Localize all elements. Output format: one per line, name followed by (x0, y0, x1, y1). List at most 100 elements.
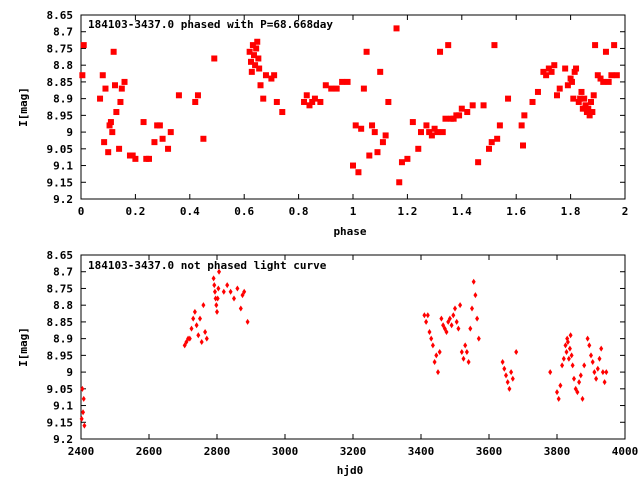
data-point (476, 335, 481, 342)
x-axis-label: hjd0 (337, 464, 364, 477)
data-point (458, 302, 463, 309)
x-tick-label: 0 (78, 205, 85, 218)
data-point (521, 112, 528, 119)
data-point (102, 85, 109, 92)
data-point (580, 395, 585, 402)
data-point (500, 359, 505, 366)
data-point (254, 38, 261, 45)
x-tick-label: 1.8 (561, 205, 581, 218)
data-point (491, 42, 498, 49)
data-point (556, 395, 561, 402)
data-point (246, 48, 253, 55)
data-point (564, 349, 569, 356)
data-point (486, 145, 492, 152)
y-tick-label: 8.65 (47, 9, 74, 22)
data-point (602, 48, 609, 55)
data-point (423, 122, 430, 129)
data-point (374, 149, 381, 156)
data-point (192, 98, 199, 105)
data-point (577, 379, 582, 386)
data-point (352, 122, 359, 129)
data-point (567, 345, 572, 352)
data-point (146, 155, 152, 162)
x-tick-label: 1.2 (397, 205, 417, 218)
data-point (303, 92, 310, 99)
data-point (117, 98, 124, 105)
data-point (585, 105, 592, 112)
data-point (568, 78, 575, 85)
data-point (196, 332, 201, 339)
data-point (248, 68, 255, 75)
y-tick-label: 8.75 (47, 282, 74, 295)
data-point (221, 288, 226, 295)
data-point (560, 362, 565, 369)
data-point (599, 345, 604, 352)
data-point (151, 139, 158, 146)
y-tick-label: 9.15 (47, 416, 74, 429)
data-point (534, 88, 541, 95)
data-point (167, 129, 174, 136)
data-point (99, 72, 106, 79)
data-point (109, 129, 116, 136)
data-point (588, 98, 594, 105)
data-point (449, 322, 454, 329)
data-point (344, 78, 351, 85)
data-point (82, 422, 87, 429)
data-point (409, 119, 416, 126)
data-point (514, 349, 519, 356)
data-point (385, 98, 392, 105)
data-point (194, 92, 201, 99)
x-tick-label: 2600 (136, 445, 163, 458)
data-point (215, 295, 220, 302)
data-point (600, 78, 607, 85)
data-point (456, 112, 463, 119)
data-point (242, 288, 247, 295)
data-point (113, 109, 120, 116)
data-point (105, 149, 112, 156)
data-point (592, 369, 597, 376)
data-point (561, 355, 566, 362)
data-point (578, 88, 585, 95)
data-point (454, 318, 459, 325)
data-point (194, 322, 199, 329)
data-point (597, 355, 602, 362)
data-point (418, 129, 424, 136)
x-tick-label: 0.8 (289, 205, 309, 218)
data-point (339, 78, 346, 85)
data-point (248, 58, 254, 65)
plot-title: 184103-3437.0 phased with P=68.668day (88, 18, 333, 31)
data-point (430, 342, 435, 349)
data-point (425, 312, 430, 319)
data-point (444, 328, 449, 335)
data-point (595, 365, 600, 372)
data-point (110, 48, 117, 55)
data-point (228, 288, 233, 295)
data-point (213, 295, 218, 302)
data-point (255, 55, 262, 62)
data-point (577, 95, 584, 102)
data-point (301, 98, 308, 105)
y-tick-label: 8.65 (47, 249, 74, 262)
data-point (216, 285, 221, 292)
y-tick-label: 8.75 (47, 42, 74, 55)
data-point (422, 312, 427, 319)
data-point (579, 105, 586, 112)
data-point (556, 85, 563, 92)
data-point (494, 135, 501, 142)
data-point (107, 119, 114, 126)
phased-light-curve-plot: 184103-3437.0 phased with P=68.668day ph… (17, 9, 628, 238)
data-point (191, 315, 196, 322)
x-tick-label: 3000 (272, 445, 299, 458)
y-tick-label: 9 (66, 126, 73, 139)
data-point (201, 302, 206, 309)
data-point (548, 369, 553, 376)
data-point (404, 155, 411, 162)
y-tick-label: 8.95 (47, 349, 74, 362)
x-tick-label: 0.2 (125, 205, 145, 218)
x-tick-label: 1.6 (506, 205, 526, 218)
data-point (198, 315, 202, 322)
data-point (585, 335, 590, 342)
data-point (424, 318, 429, 325)
data-point (471, 278, 476, 285)
y-axis-label: I[mag] (17, 87, 30, 127)
